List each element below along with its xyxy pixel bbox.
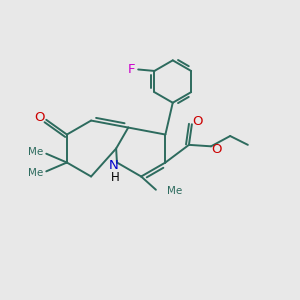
Text: F: F — [128, 63, 136, 76]
Text: O: O — [211, 143, 222, 156]
Text: N: N — [109, 159, 118, 172]
Text: O: O — [192, 115, 202, 128]
Text: Me: Me — [167, 186, 182, 196]
Text: Me: Me — [28, 147, 44, 157]
Text: Me: Me — [28, 168, 44, 178]
Text: H: H — [111, 171, 120, 184]
Text: O: O — [34, 111, 45, 124]
